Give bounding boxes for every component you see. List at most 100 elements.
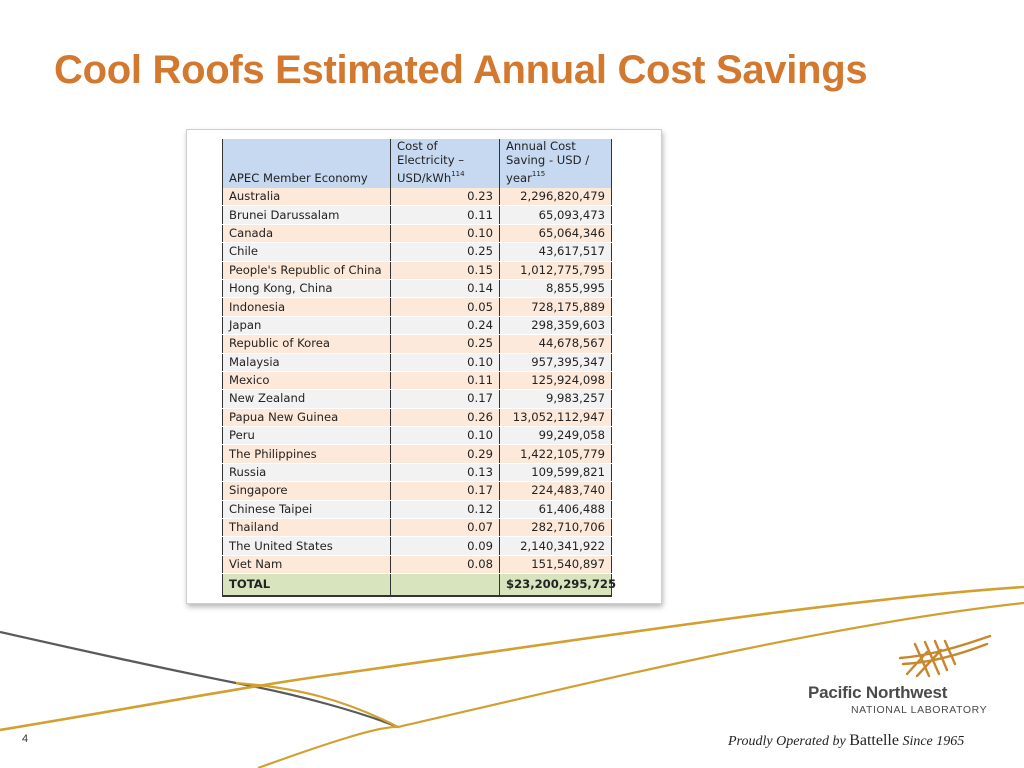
cell-economy: Mexico xyxy=(222,371,391,391)
cell-economy: New Zealand xyxy=(222,389,391,409)
table-row: Brunei Darussalam 0.11 65,093,473 xyxy=(222,205,612,225)
cell-cost: 0.12 xyxy=(390,500,500,520)
cell-saving: 2,296,820,479 xyxy=(499,188,612,207)
cell-cost: 0.25 xyxy=(390,334,500,354)
cell-cost: 0.11 xyxy=(390,371,500,391)
cell-cost: 0.10 xyxy=(390,353,500,372)
table-row: The Philippines 0.29 1,422,105,779 xyxy=(222,444,612,464)
cell-saving: 13,052,112,947 xyxy=(499,408,612,428)
cell-cost: 0.26 xyxy=(390,408,500,428)
header-economy-label: APEC Member Economy xyxy=(229,171,368,185)
logo-name: Pacific Northwest xyxy=(808,683,948,702)
cell-saving: 9,983,257 xyxy=(499,389,612,409)
cell-economy: Chile xyxy=(222,242,391,262)
cell-cost: 0.10 xyxy=(390,224,500,244)
table-row: Chinese Taipei 0.12 61,406,488 xyxy=(222,500,612,520)
cell-saving: 99,249,058 xyxy=(499,426,612,446)
header-cost-line2: Electricity – xyxy=(397,153,465,167)
cell-cost: 0.11 xyxy=(390,205,500,225)
cell-cost: 0.29 xyxy=(390,444,500,464)
table-image-frame: APEC Member Economy Cost of Electricity … xyxy=(186,129,662,604)
table-row: Peru 0.10 99,249,058 xyxy=(222,426,612,446)
cell-cost: 0.07 xyxy=(390,518,500,538)
table-row: Russia 0.13 109,599,821 xyxy=(222,463,612,483)
cell-economy: Japan xyxy=(222,316,391,336)
cell-economy: People's Republic of China xyxy=(222,261,391,280)
cell-economy: Canada xyxy=(222,224,391,244)
cell-saving: 125,924,098 xyxy=(499,371,612,391)
cell-economy: Viet Nam xyxy=(222,555,391,575)
cost-savings-table: APEC Member Economy Cost of Electricity … xyxy=(222,139,616,598)
table-row: New Zealand 0.17 9,983,257 xyxy=(222,389,612,409)
cell-cost: 0.05 xyxy=(390,297,500,317)
cell-economy: The United States xyxy=(222,536,391,556)
cell-cost: 0.14 xyxy=(390,279,500,299)
table-row: Mexico 0.11 125,924,098 xyxy=(222,371,612,391)
header-cost-line3: USD/kWh xyxy=(397,171,452,185)
cell-saving: 2,140,341,922 xyxy=(499,536,612,556)
header-cost-line1: Cost of xyxy=(397,139,438,153)
cell-saving: 282,710,706 xyxy=(499,518,612,538)
cell-saving: 151,540,897 xyxy=(499,555,612,575)
battelle-tagline: Proudly Operated by Battelle Since 1965 xyxy=(728,732,964,750)
cell-economy: Papua New Guinea xyxy=(222,408,391,428)
cell-saving: 44,678,567 xyxy=(499,334,612,354)
total-cost xyxy=(390,573,500,598)
logo-subtitle: NATIONAL LABORATORY xyxy=(851,704,988,716)
cell-saving: 43,617,517 xyxy=(499,242,612,262)
tagline-brand: Battelle xyxy=(849,732,899,749)
table-row: The United States 0.09 2,140,341,922 xyxy=(222,536,612,556)
table-header-row: APEC Member Economy Cost of Electricity … xyxy=(222,139,612,188)
header-saving-line1: Annual Cost xyxy=(506,139,576,153)
cell-cost: 0.24 xyxy=(390,316,500,336)
cell-cost: 0.15 xyxy=(390,261,500,280)
header-saving-line3: year xyxy=(506,171,532,185)
cell-cost: 0.10 xyxy=(390,426,500,446)
cell-economy: Indonesia xyxy=(222,297,391,317)
header-saving-ref: 115 xyxy=(531,170,546,178)
total-row: TOTAL $23,200,295,725 xyxy=(222,573,616,598)
cell-saving: 61,406,488 xyxy=(499,500,612,520)
cell-economy: Hong Kong, China xyxy=(222,279,391,299)
cell-economy: Singapore xyxy=(222,481,391,501)
table-row: Thailand 0.07 282,710,706 xyxy=(222,518,612,538)
cell-economy: Russia xyxy=(222,463,391,483)
header-saving-line2: Saving - USD / xyxy=(506,153,590,167)
table-row: Republic of Korea 0.25 44,678,567 xyxy=(222,334,612,354)
table-row: Malaysia 0.10 957,395,347 xyxy=(222,353,612,372)
cell-cost: 0.23 xyxy=(390,188,500,207)
cell-saving: 728,175,889 xyxy=(499,297,612,317)
table-row: Australia 0.23 2,296,820,479 xyxy=(222,188,612,207)
table-row: Indonesia 0.05 728,175,889 xyxy=(222,297,612,317)
header-cost-ref: 114 xyxy=(451,170,465,178)
cell-saving: 8,855,995 xyxy=(499,279,612,299)
table-row: Viet Nam 0.08 151,540,897 xyxy=(222,555,612,575)
cell-saving: 957,395,347 xyxy=(499,353,612,372)
header-cost: Cost of Electricity – USD/kWh114 xyxy=(390,139,500,188)
tagline-part2: Since 1965 xyxy=(902,734,965,749)
cell-economy: Thailand xyxy=(222,518,391,538)
table-row: People's Republic of China 0.15 1,012,775,… xyxy=(222,261,612,280)
cell-cost: 0.17 xyxy=(390,389,500,409)
cell-saving: 224,483,740 xyxy=(499,481,612,501)
cell-saving: 298,359,603 xyxy=(499,316,612,336)
table-row: Chile 0.25 43,617,517 xyxy=(222,242,612,262)
table-row: Singapore 0.17 224,483,740 xyxy=(222,481,612,501)
table-row: Canada 0.10 65,064,346 xyxy=(222,224,612,244)
pnnl-logo-icon xyxy=(898,634,992,678)
table-row: Japan 0.24 298,359,603 xyxy=(222,316,612,336)
cell-economy: Australia xyxy=(222,188,391,207)
cell-cost: 0.09 xyxy=(390,536,500,556)
table-body: Australia 0.23 2,296,820,479 Brunei Darussa… xyxy=(222,188,612,575)
cell-cost: 0.17 xyxy=(390,481,500,501)
cell-saving: 65,093,473 xyxy=(499,205,612,225)
cell-economy: Peru xyxy=(222,426,391,446)
cell-economy: Chinese Taipei xyxy=(222,500,391,520)
cell-economy: The Philippines xyxy=(222,444,391,464)
cell-economy: Republic of Korea xyxy=(222,334,391,354)
cell-saving: 65,064,346 xyxy=(499,224,612,244)
cell-saving: 1,422,105,779 xyxy=(499,444,612,464)
cell-cost: 0.25 xyxy=(390,242,500,262)
cell-cost: 0.08 xyxy=(390,555,500,575)
